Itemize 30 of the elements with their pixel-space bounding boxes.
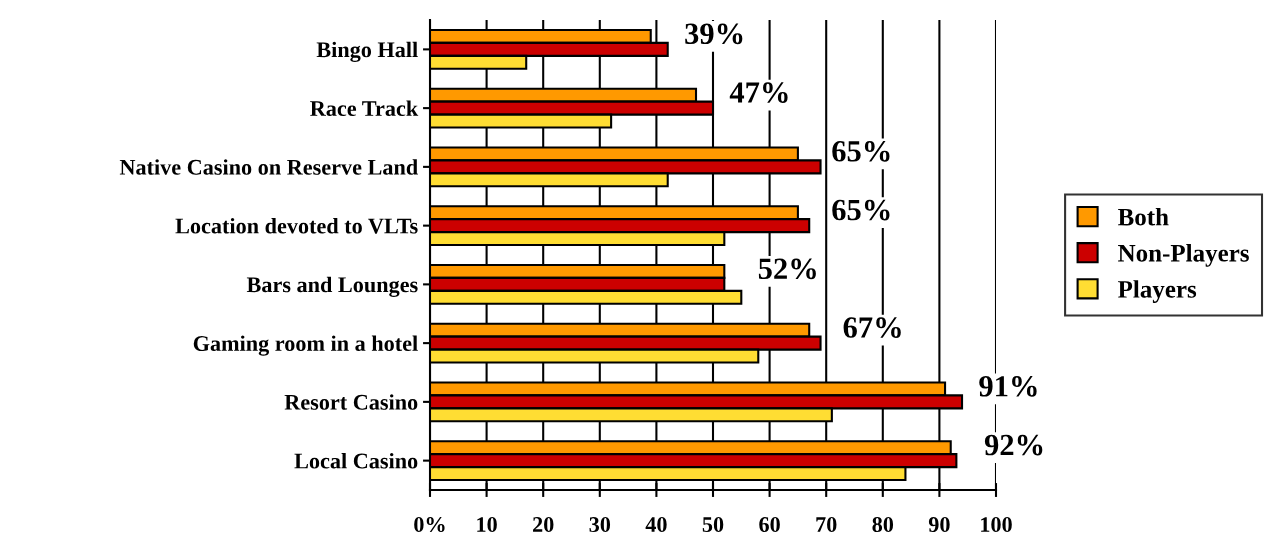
data-label: 39% bbox=[685, 23, 743, 45]
data-label: 91% bbox=[979, 375, 1037, 397]
x-tick-label: 90 bbox=[928, 517, 950, 533]
y-tick-label: Resort Casino bbox=[284, 394, 418, 410]
x-tick-label: 60 bbox=[759, 517, 780, 533]
y-tick-label: Local Casino bbox=[294, 452, 418, 469]
x-tick-label: 30 bbox=[589, 517, 611, 533]
y-tick-label: Race Track bbox=[310, 100, 419, 117]
legend-label: Both bbox=[1118, 207, 1169, 226]
y-tick-label: Gaming room in a hotel bbox=[193, 335, 418, 356]
y-tick-label: Native Casino on Reserve Land bbox=[119, 159, 418, 175]
x-tick-label: 70 bbox=[816, 517, 837, 533]
x-tick-label: 80 bbox=[872, 517, 894, 533]
y-tick-label: Location devoted to VLTs bbox=[175, 217, 418, 234]
x-tick-label: 40 bbox=[645, 517, 667, 533]
x-tick-label: 0% bbox=[414, 517, 445, 533]
x-tick-label: 50 bbox=[702, 517, 724, 533]
data-label: 67% bbox=[843, 317, 901, 338]
x-tick-label: 100 bbox=[981, 517, 1012, 533]
x-tick-label: 20 bbox=[533, 517, 554, 533]
data-label: 92% bbox=[984, 434, 1043, 456]
x-tick-label: 10 bbox=[477, 517, 497, 533]
data-label: 47% bbox=[729, 82, 788, 103]
data-label: 65% bbox=[832, 199, 890, 221]
data-label: 65% bbox=[832, 140, 890, 162]
legend-label: Players bbox=[1118, 280, 1197, 303]
legend-label: Non-Players bbox=[1118, 244, 1249, 267]
y-tick-label: Bars and Lounges bbox=[246, 276, 418, 297]
y-tick-label: Bingo Hall bbox=[316, 41, 418, 62]
data-label: 52% bbox=[758, 258, 816, 280]
